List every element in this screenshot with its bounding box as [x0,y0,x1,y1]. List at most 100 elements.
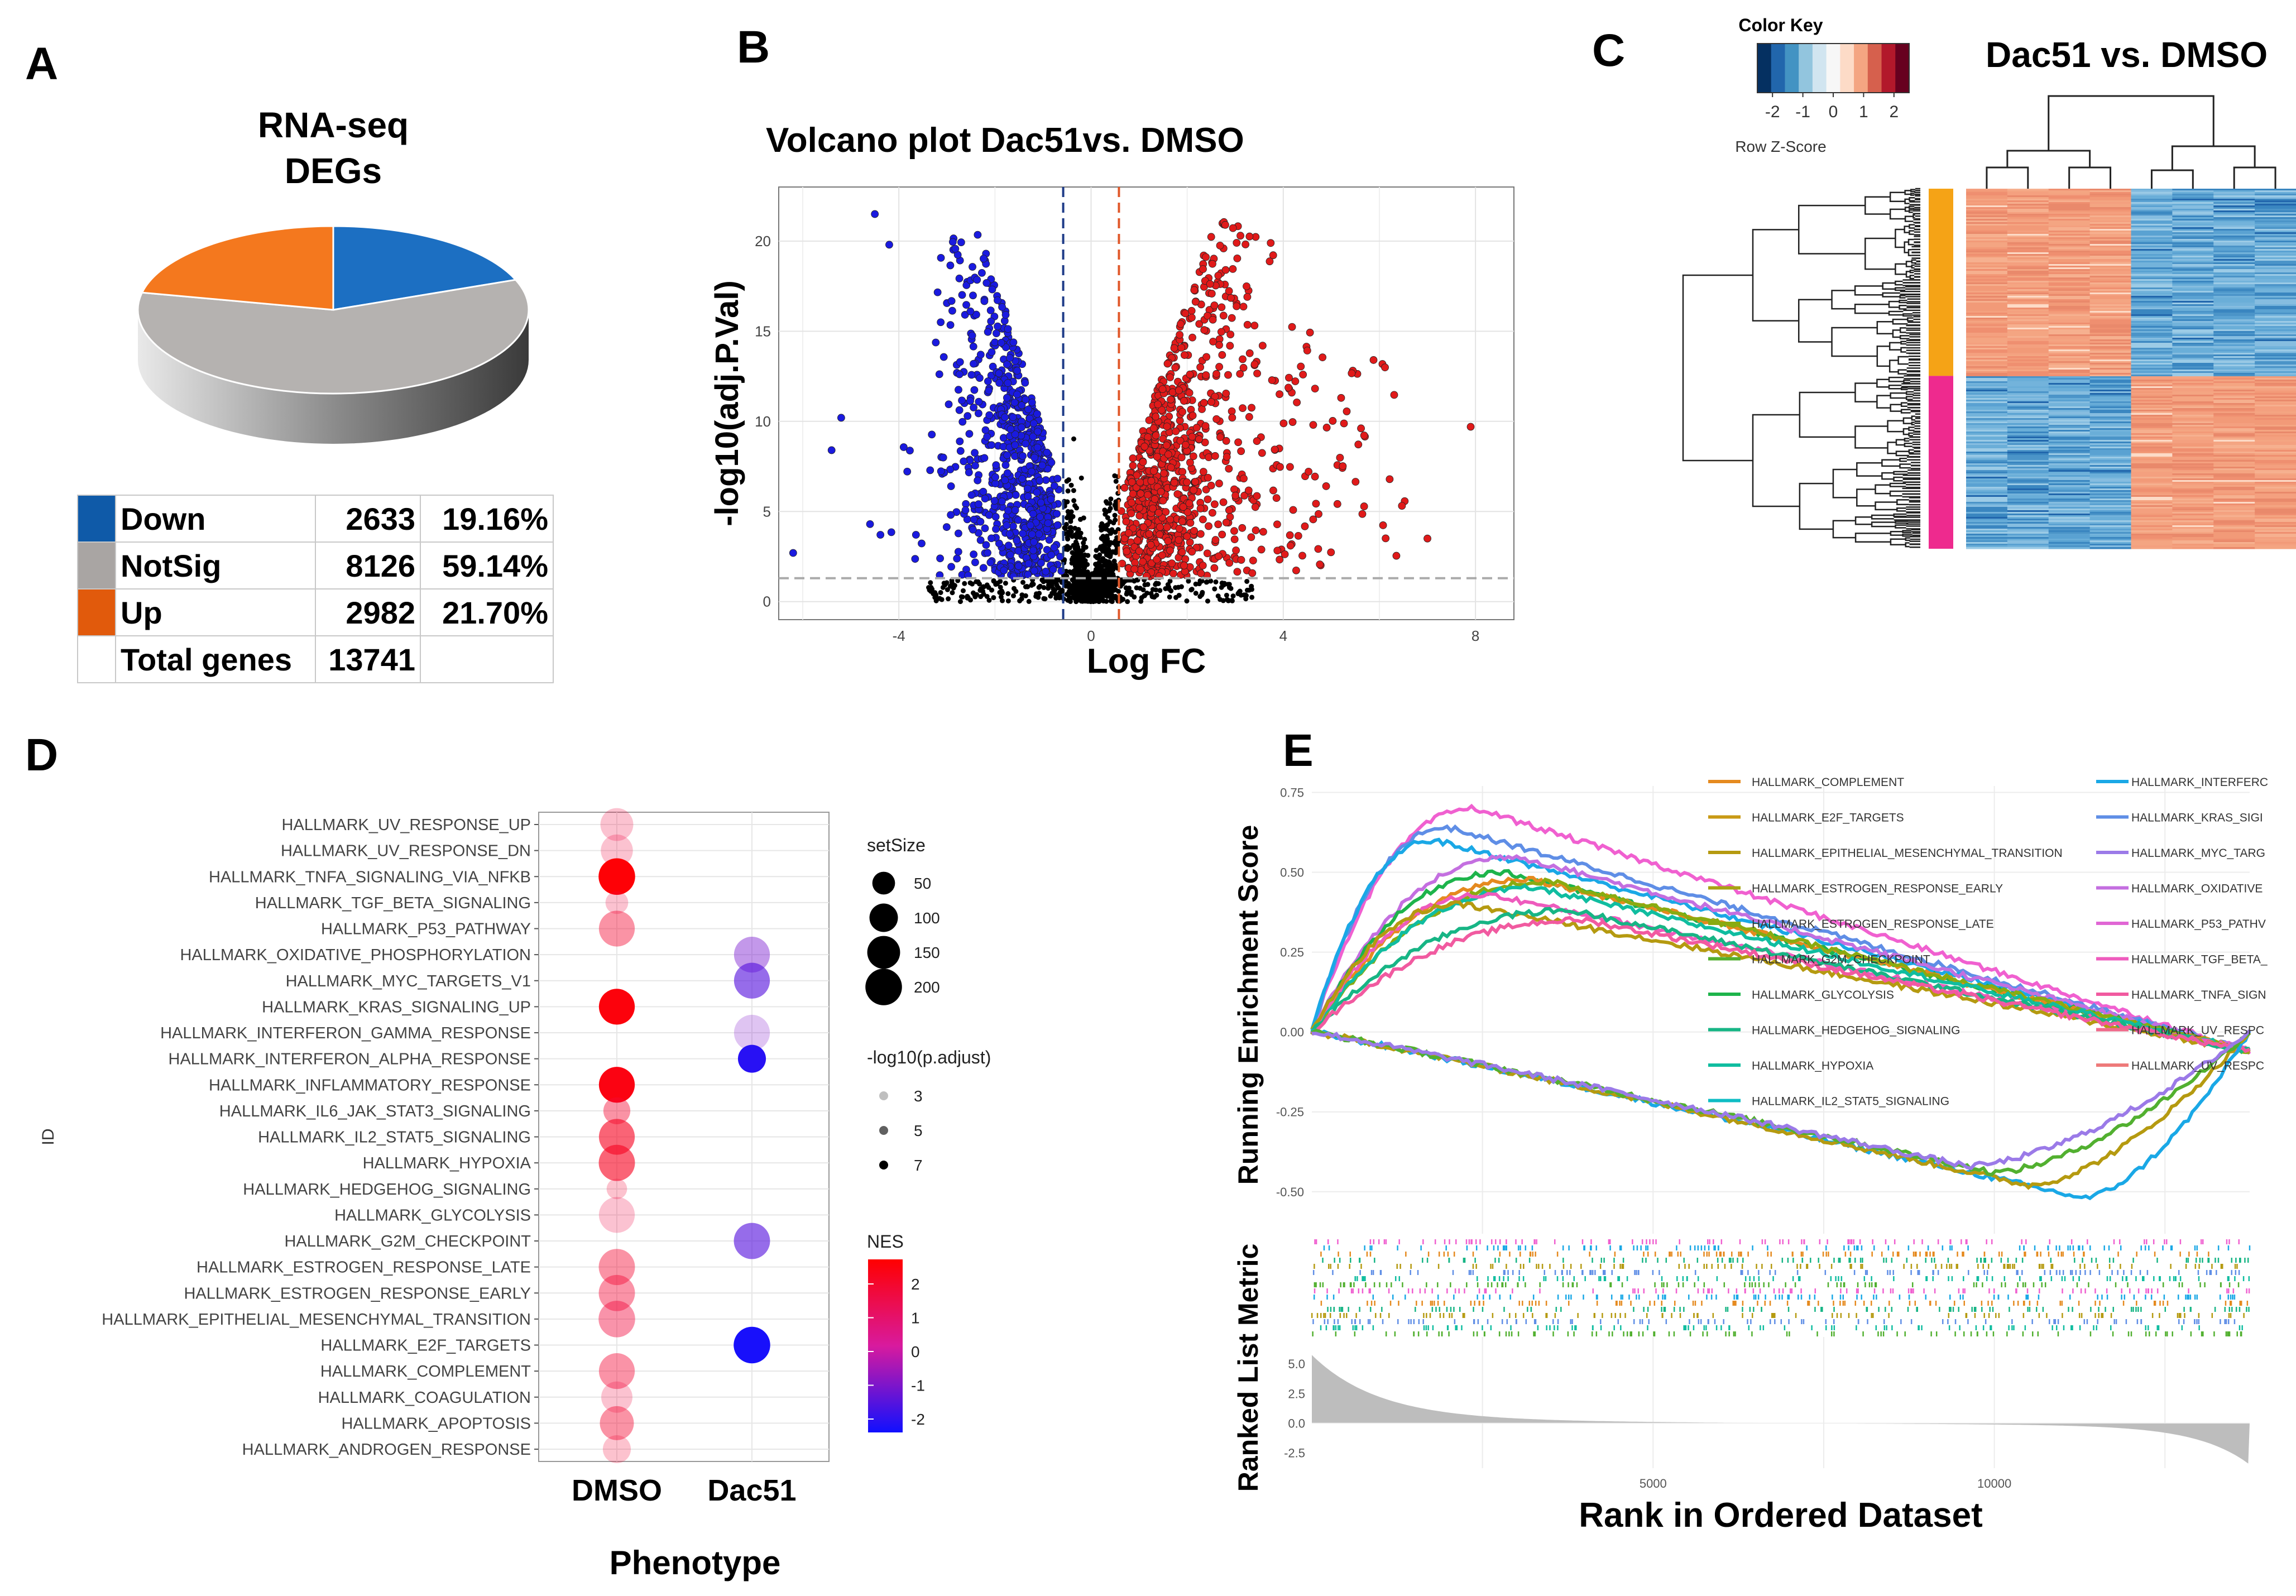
volcano-point-notsig [1065,597,1071,603]
dotplot-pathway-label: HALLMARK_ESTROGEN_RESPONSE_LATE [196,1259,531,1277]
pie-slice-notsig [137,279,530,395]
volcano-point-up [1228,414,1236,422]
volcano-point-down [988,348,996,356]
volcano-point-down [981,426,990,434]
volcano-point-notsig [1108,554,1113,559]
volcano-point-up [1392,552,1401,560]
volcano-point-down [940,353,948,361]
legend-setsize-value: 50 [914,875,931,892]
volcano-point-up [1181,309,1190,318]
volcano-point-down [986,306,995,314]
volcano-point-notsig [1095,565,1101,571]
dotplot-pathway-label: HALLMARK_INTERFERON_GAMMA_RESPONSE [160,1024,531,1042]
row-dendrogram-branch [1887,442,1896,454]
volcano-point-up [1247,533,1255,541]
volcano-point-down [1014,562,1023,570]
volcano-point-outlier [789,549,797,557]
row-dendrogram-branch [1904,438,1910,442]
volcano-point-notsig [1225,582,1231,587]
volcano-point-notsig [970,581,975,587]
volcano-point-up [1285,373,1293,382]
volcano-point-down [953,554,961,563]
volcano-point-up [1291,377,1300,385]
volcano-point-notsig [945,587,950,592]
row-dendrogram-branch [1909,196,1915,202]
colorkey-tick: 1 [1859,103,1868,121]
volcano-point-up [1276,555,1284,564]
gsea-y-tick: 0.75 [1280,785,1304,799]
pie-title-line2: DEGs [285,151,382,191]
volcano-point-notsig [981,591,986,597]
row-dendrogram-branch [1890,538,1906,546]
volcano-point-up [1245,232,1254,241]
volcano-point-notsig [1046,586,1051,591]
row-dendrogram-branch [1896,507,1906,512]
volcano-point-notsig [1111,558,1117,564]
volcano-point-up [1170,478,1178,487]
volcano-point-notsig [938,590,943,596]
volcano-point-up [1311,385,1319,393]
legend-nes-title: NES [867,1231,904,1252]
volcano-point-up [1180,351,1188,359]
row-dendrogram-branch [1888,360,1899,373]
volcano-point-up [1137,490,1145,498]
volcano-point-notsig [1108,562,1114,567]
volcano-point-notsig [1102,535,1108,540]
volcano-point-down [976,517,985,526]
volcano-point-notsig [1103,511,1108,517]
volcano-point-notsig [1176,592,1182,598]
volcano-point-down [1022,395,1030,404]
volcano-y-tick: 20 [755,233,771,250]
volcano-point-notsig [1024,584,1030,589]
row-dendrogram-root [1682,274,1753,462]
volcano-point-notsig [1230,593,1236,599]
volcano-point-notsig [1037,591,1042,596]
volcano-point-notsig [1103,558,1108,564]
volcano-point-down [1019,529,1027,538]
volcano-point-notsig [1104,592,1110,597]
volcano-point-up [1245,349,1254,357]
dotplot-pathway-label: HALLMARK_INTERFERON_ALPHA_RESPONSE [169,1051,531,1068]
volcano-point-up [1215,552,1223,560]
volcano-point-up [1192,424,1201,432]
volcano-point-up [1133,536,1142,545]
volcano-point-up [1178,408,1186,416]
gsea-legend-label: HALLMARK_COMPLEMENT [1752,776,1904,789]
volcano-point-up [1188,333,1196,342]
volcano-point-notsig [1070,550,1075,555]
colorkey-cell [1785,44,1799,93]
volcano-x-label: Log FC [1087,642,1206,680]
volcano-point-notsig [1068,584,1074,589]
volcano-point-up [1186,370,1194,378]
row-dendrogram [1682,188,1920,548]
volcano-point-up [1177,320,1185,328]
volcano-point-up [1360,502,1368,510]
volcano-point-notsig [1096,560,1101,566]
volcano-point-up [1203,549,1211,558]
dotplot-pathway-label: HALLMARK_ESTROGEN_RESPONSE_EARLY [184,1285,531,1302]
volcano-y-label: -log10(adj.P.Val) [709,280,745,526]
row-dendrogram-branch [1895,439,1905,446]
volcano-point-up [1250,322,1259,330]
volcano-point-notsig [1121,579,1127,584]
volcano-point-down [1030,453,1039,462]
volcano-point-down [980,454,989,462]
volcano-point-up [1154,509,1163,517]
volcano-point-notsig [937,596,942,601]
dotplot-point [598,1301,635,1338]
volcano-point-notsig [972,592,977,598]
volcano-point-up [1200,326,1209,334]
row-dendrogram-branch [1908,426,1915,432]
volcano-point-notsig [1109,592,1115,598]
volcano-point-up [1298,552,1306,560]
volcano-point-notsig [1243,596,1249,602]
volcano-point-notsig [1184,598,1190,604]
volcano-point-up [1167,395,1175,404]
volcano-point-up [1214,271,1223,280]
volcano-point-up [1253,370,1261,377]
row-dendrogram-branch [1897,356,1909,365]
row-dendrogram-branch [1902,417,1912,424]
volcano-point-up [1243,320,1252,329]
volcano-point-notsig [1106,528,1112,534]
volcano-point-down [876,531,885,539]
